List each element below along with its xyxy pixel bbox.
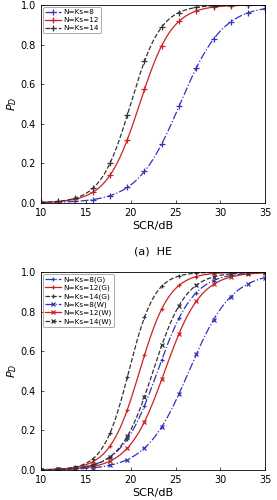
N=Ks=14 — [264, 2, 267, 8]
N=Ks=14(W) — [173, 311, 176, 317]
N=Ks=14(G) — [39, 467, 43, 473]
N=Ks=12(G) — [172, 288, 175, 294]
N=Ks=12 — [243, 2, 246, 8]
N=Ks=12(G) — [176, 283, 180, 289]
N=Ks=12(W) — [176, 332, 180, 338]
N=Ks=12(G) — [39, 466, 43, 472]
N=Ks=8 — [264, 6, 267, 12]
N=Ks=14(W) — [40, 467, 43, 473]
N=Ks=8(W) — [173, 400, 176, 406]
N=Ks=14 — [40, 200, 43, 205]
N=Ks=8 — [176, 105, 180, 111]
N=Ks=12(W) — [264, 270, 267, 276]
N=Ks=14(W) — [39, 467, 43, 473]
N=Ks=8 — [243, 12, 246, 18]
N=Ks=14(G) — [40, 467, 43, 473]
N=Ks=12 — [264, 2, 267, 8]
N=Ks=14(G) — [264, 269, 267, 275]
Text: (a)  HE: (a) HE — [134, 246, 172, 256]
N=Ks=8(W) — [172, 402, 175, 408]
N=Ks=8 — [39, 200, 43, 205]
X-axis label: SCR/dB: SCR/dB — [133, 220, 174, 230]
N=Ks=8(G) — [243, 270, 246, 276]
N=Ks=8(W) — [228, 294, 232, 300]
N=Ks=14(G) — [243, 269, 246, 275]
N=Ks=12(W) — [228, 274, 232, 280]
N=Ks=8 — [40, 200, 43, 205]
N=Ks=14(G) — [228, 269, 232, 275]
N=Ks=12 — [39, 200, 43, 205]
N=Ks=8(G) — [228, 272, 232, 278]
N=Ks=12(W) — [172, 344, 175, 350]
N=Ks=8 — [173, 114, 176, 119]
Line: N=Ks=8: N=Ks=8 — [38, 6, 268, 205]
Line: N=Ks=14(W): N=Ks=14(W) — [39, 270, 268, 472]
N=Ks=12(W) — [40, 467, 43, 473]
N=Ks=8(W) — [40, 467, 43, 473]
N=Ks=14(G) — [173, 274, 176, 280]
N=Ks=14 — [243, 2, 246, 8]
N=Ks=14 — [176, 10, 180, 16]
X-axis label: SCR/dB: SCR/dB — [133, 488, 174, 498]
N=Ks=14(W) — [176, 304, 180, 310]
N=Ks=14(W) — [172, 312, 175, 318]
N=Ks=12(G) — [264, 269, 267, 275]
N=Ks=14 — [172, 12, 175, 18]
N=Ks=12(W) — [243, 272, 246, 278]
N=Ks=12 — [228, 3, 232, 9]
N=Ks=8(W) — [243, 283, 246, 289]
N=Ks=12 — [172, 24, 175, 30]
N=Ks=8(W) — [176, 392, 180, 398]
N=Ks=12(G) — [228, 270, 232, 276]
N=Ks=8 — [228, 20, 232, 26]
N=Ks=12(W) — [173, 342, 176, 348]
N=Ks=12(W) — [39, 467, 43, 473]
Line: N=Ks=8(W): N=Ks=8(W) — [39, 275, 268, 472]
N=Ks=14(W) — [228, 271, 232, 277]
N=Ks=8(W) — [264, 274, 267, 280]
Line: N=Ks=14(G): N=Ks=14(G) — [39, 270, 268, 472]
Line: N=Ks=12(W): N=Ks=12(W) — [39, 270, 268, 472]
Line: N=Ks=12(G): N=Ks=12(G) — [39, 270, 268, 472]
N=Ks=12(G) — [243, 270, 246, 276]
N=Ks=14(G) — [176, 273, 180, 279]
N=Ks=8 — [172, 116, 175, 121]
N=Ks=8(G) — [173, 324, 176, 330]
N=Ks=14(G) — [172, 275, 175, 281]
N=Ks=12 — [176, 19, 180, 25]
Line: N=Ks=12: N=Ks=12 — [38, 2, 268, 205]
N=Ks=12(G) — [40, 466, 43, 472]
N=Ks=14 — [173, 12, 176, 18]
Y-axis label: $P_D$: $P_D$ — [6, 97, 19, 111]
N=Ks=12(G) — [173, 286, 176, 292]
N=Ks=8(G) — [176, 316, 180, 322]
Y-axis label: $P_D$: $P_D$ — [6, 364, 19, 378]
Legend: N=Ks=8(G), N=Ks=12(G), N=Ks=14(G), N=Ks=8(W), N=Ks=12(W), N=Ks=14(W): N=Ks=8(G), N=Ks=12(G), N=Ks=14(G), N=Ks=… — [43, 274, 114, 327]
N=Ks=8(G) — [172, 326, 175, 332]
N=Ks=14(W) — [243, 270, 246, 276]
N=Ks=8(G) — [264, 270, 267, 276]
N=Ks=8(G) — [40, 466, 43, 472]
N=Ks=14(W) — [264, 270, 267, 276]
Line: N=Ks=8(G): N=Ks=8(G) — [39, 270, 268, 472]
N=Ks=14 — [39, 200, 43, 205]
Line: N=Ks=14: N=Ks=14 — [38, 2, 268, 205]
N=Ks=12 — [173, 23, 176, 29]
Legend: N=Ks=8, N=Ks=12, N=Ks=14: N=Ks=8, N=Ks=12, N=Ks=14 — [43, 7, 101, 34]
N=Ks=8(G) — [39, 466, 43, 472]
N=Ks=14 — [228, 2, 232, 8]
N=Ks=12 — [40, 200, 43, 205]
N=Ks=8(W) — [39, 467, 43, 473]
